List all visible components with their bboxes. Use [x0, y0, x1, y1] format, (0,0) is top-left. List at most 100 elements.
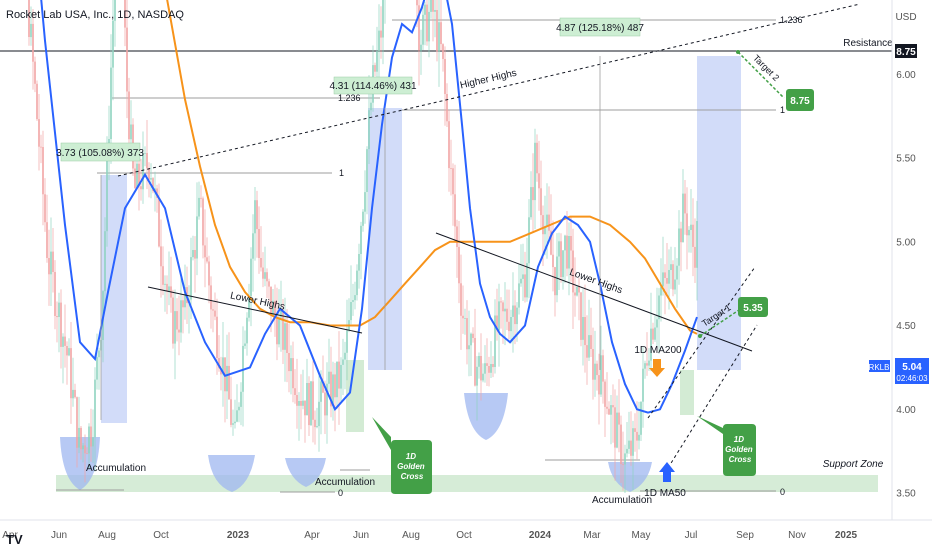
candle — [440, 22, 442, 45]
candle — [546, 214, 548, 226]
candle — [42, 147, 44, 195]
candle — [366, 149, 368, 192]
candle — [34, 61, 36, 84]
x-tick-label: 2023 — [227, 530, 250, 541]
candle — [312, 381, 314, 420]
candle — [680, 228, 682, 243]
candle — [198, 197, 200, 217]
x-tick-labels: Apr Jun Aug Oct 2023 Apr Jun Aug Oct 2024 Mar May Ju… — [2, 530, 857, 541]
resistance-price-tag — [895, 44, 917, 58]
resistance-label: Resistance — [843, 38, 893, 49]
candle — [338, 361, 340, 389]
candle — [418, 5, 420, 51]
candle — [490, 364, 492, 373]
candle — [456, 226, 458, 247]
candle — [82, 445, 84, 450]
candle — [330, 371, 332, 407]
last-price-tag — [895, 358, 929, 384]
candle — [652, 328, 654, 340]
candle — [674, 279, 676, 290]
candle — [94, 379, 96, 438]
candle — [660, 286, 662, 296]
candle — [520, 278, 522, 284]
candle — [158, 197, 160, 247]
candle — [130, 124, 132, 140]
candle — [234, 421, 236, 424]
candle — [436, 10, 438, 52]
candle — [378, 30, 380, 52]
candle — [678, 228, 680, 266]
candle — [600, 355, 602, 395]
candle — [430, 0, 432, 12]
candle — [216, 316, 218, 358]
candle — [290, 358, 292, 372]
candle — [202, 198, 204, 246]
candle — [86, 453, 88, 455]
candle — [200, 197, 202, 199]
candle — [472, 333, 474, 338]
candle — [454, 194, 456, 227]
candle — [136, 163, 138, 189]
candle — [450, 168, 452, 169]
candle — [510, 317, 512, 332]
price-axis-bg — [893, 0, 932, 520]
candle — [264, 272, 266, 279]
accumulation-bowl-5 — [608, 462, 652, 492]
candle — [550, 230, 552, 255]
candle — [166, 283, 168, 291]
candle — [380, 30, 382, 38]
candle — [96, 357, 98, 380]
candle — [528, 217, 530, 264]
candle — [246, 317, 248, 344]
candle — [362, 211, 364, 226]
measurement-boxes: 3.73 (105.08%) 373 4.31 (114.46%) 431 4.… — [56, 17, 644, 162]
candle — [220, 368, 222, 375]
candle — [40, 146, 42, 148]
measure-label-2: 4.31 (114.46%) 431 — [329, 81, 417, 92]
x-tick-label: Mar — [583, 530, 601, 541]
candle — [578, 286, 580, 293]
candle — [486, 363, 488, 366]
candle — [58, 302, 60, 317]
x-tick-label: Sep — [736, 530, 754, 541]
candle — [382, 0, 384, 38]
candle — [584, 317, 586, 346]
candle — [322, 381, 324, 393]
ma200-arrow — [649, 359, 665, 377]
x-tick-label: Oct — [456, 530, 472, 541]
candle — [534, 142, 536, 201]
candle — [692, 224, 694, 247]
x-tick-label: Jun — [353, 530, 369, 541]
candle — [190, 257, 192, 300]
candle — [452, 168, 454, 195]
candle — [586, 345, 588, 358]
fib-label-2: 1 — [780, 105, 785, 115]
candle — [636, 431, 638, 441]
candle — [344, 352, 346, 360]
candle — [576, 286, 578, 296]
ma200-line — [166, 0, 698, 335]
candle — [54, 272, 56, 316]
candle — [354, 295, 356, 301]
candle — [444, 59, 446, 94]
candle — [614, 407, 616, 448]
candle — [148, 168, 150, 180]
lower-highs-line-2 — [435, 232, 753, 352]
x-tick-label: 2025 — [835, 530, 858, 541]
candle — [562, 250, 564, 278]
candle — [540, 188, 542, 216]
candle — [306, 383, 308, 416]
candle — [320, 381, 322, 402]
candle — [640, 401, 642, 435]
candle — [218, 358, 220, 369]
support-zone-label: Support Zone — [823, 459, 884, 470]
ma50-label: 1D MA50 — [644, 488, 686, 499]
x-tick-label: Oct — [153, 530, 169, 541]
candle — [498, 301, 500, 331]
candle — [642, 368, 644, 402]
candle — [594, 363, 596, 380]
candle — [364, 192, 366, 212]
candle — [204, 245, 206, 258]
candle — [646, 363, 648, 366]
